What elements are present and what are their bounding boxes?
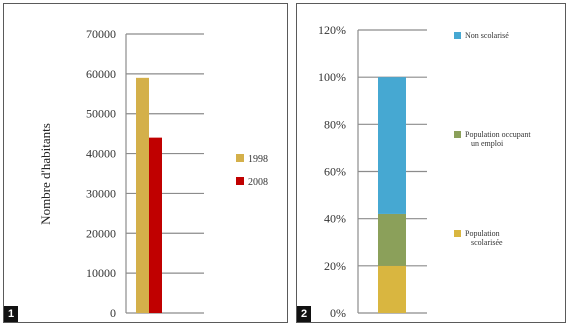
y-tick-label: 60000 xyxy=(86,67,116,81)
bar-2008 xyxy=(149,137,162,313)
y-axis-label: Nombre d'habitants xyxy=(38,123,53,225)
chart-panel-2: 0% 20% 40% 60% 80% 100% 120% Population scolaris… xyxy=(296,3,566,323)
y-tick-label: 0% xyxy=(330,306,346,320)
legend-label: 1998 xyxy=(248,154,268,165)
bar-1998 xyxy=(136,77,149,313)
legend-swatch xyxy=(236,154,244,162)
y-tick-label: 40000 xyxy=(86,147,116,161)
legend-swatch xyxy=(454,131,461,138)
y-tick-label: 20% xyxy=(324,259,346,273)
population-bar-chart: 0 10000 20000 30000 40000 50000 60000 70000 Nomb… xyxy=(38,27,268,320)
panel-number-badge: 2 xyxy=(297,306,311,322)
y-tick-label: 120% xyxy=(318,23,346,37)
legend-swatch xyxy=(454,32,461,39)
y-tick-label: 100% xyxy=(318,70,346,84)
y-tick-label: 20000 xyxy=(86,226,116,240)
legend-swatch xyxy=(454,230,461,237)
legend-label: Population occupant un emploi xyxy=(465,130,531,148)
stacked-segment xyxy=(378,213,406,266)
panel-number-badge: 1 xyxy=(4,306,18,322)
stacked-segment xyxy=(378,77,406,214)
y-tick-label: 30000 xyxy=(86,186,116,200)
share-stacked-bar-chart: 0% 20% 40% 60% 80% 100% 120% Population scolaris… xyxy=(318,23,531,320)
y-tick-label: 0 xyxy=(110,306,116,320)
y-tick-label: 70000 xyxy=(86,27,116,41)
legend-label: Non scolarisé xyxy=(465,31,509,40)
y-tick-label: 50000 xyxy=(86,107,116,121)
y-tick-label: 40% xyxy=(324,212,346,226)
legend-label: 2008 xyxy=(248,177,268,188)
legend-swatch xyxy=(236,177,244,185)
stacked-segment xyxy=(378,265,406,313)
y-tick-label: 60% xyxy=(324,165,346,179)
legend-label: Population scolarisée xyxy=(465,229,503,247)
chart-panel-1: 0 10000 20000 30000 40000 50000 60000 70000 Nomb… xyxy=(3,3,288,323)
y-tick-label: 80% xyxy=(324,117,346,131)
y-tick-label: 10000 xyxy=(86,266,116,280)
